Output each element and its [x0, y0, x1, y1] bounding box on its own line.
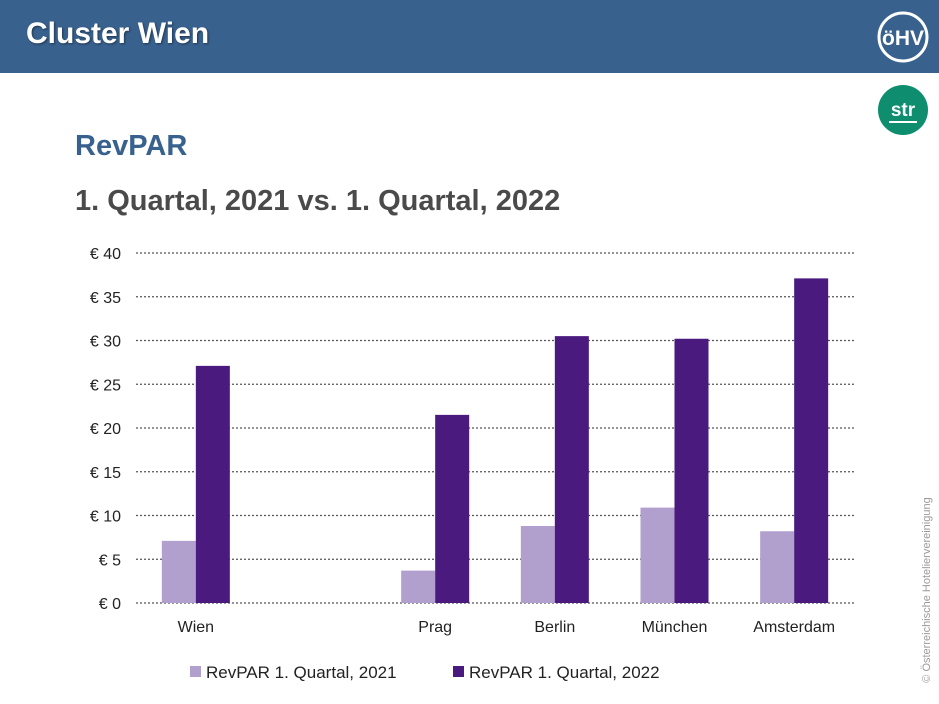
x-tick-label: Wien [178, 619, 214, 636]
ohv-logo-text: öHV [882, 27, 924, 50]
bar-2021-Amsterdam [760, 531, 795, 603]
legend-swatch [190, 666, 201, 677]
x-tick-label: München [642, 619, 708, 636]
chart-bars [161, 278, 829, 603]
y-tick-label: € 35 [90, 290, 121, 307]
y-tick-label: € 30 [90, 334, 121, 351]
ohv-logo: öHV [877, 11, 929, 63]
legend-label: RevPAR 1. Quartal, 2022 [469, 663, 660, 682]
chart-legend: RevPAR 1. Quartal, 2021 RevPAR 1. Quartal… [190, 663, 660, 682]
x-tick-label: Prag [418, 619, 452, 636]
bar-2021-Prag [401, 570, 436, 603]
y-tick-label: € 15 [90, 465, 121, 482]
bar-2021-München [640, 507, 675, 603]
header-bar: Cluster Wien [0, 0, 939, 73]
bar-2022-Prag [435, 414, 470, 603]
bar-2022-Berlin [554, 336, 589, 603]
x-tick-label: Berlin [534, 619, 575, 636]
bar-2022-Wien [195, 365, 230, 603]
str-logo-text: str [891, 100, 916, 121]
bar-2021-Wien [161, 540, 196, 603]
y-tick-label: € 25 [90, 377, 121, 394]
page-title: Cluster Wien [26, 17, 210, 50]
y-tick-label: € 10 [90, 509, 121, 526]
chart-heading: RevPAR [75, 130, 188, 162]
chart-subheading: 1. Quartal, 2021 vs. 1. Quartal, 2022 [75, 185, 561, 217]
x-axis-ticks: Wien Prag Berlin München Amsterdam [178, 619, 835, 636]
y-axis-ticks: € 0 € 5 € 10 € 15 € 20 € 25 € 30 € 35 € 40 [90, 246, 121, 613]
y-tick-label: € 5 [99, 552, 121, 569]
bar-2022-Amsterdam [794, 278, 829, 603]
bar-2022-München [674, 338, 709, 603]
y-tick-label: € 20 [90, 421, 121, 438]
copyright-notice: © Österreichische Hoteliervereinigung [921, 497, 933, 683]
y-tick-label: € 0 [99, 596, 121, 613]
legend-swatch [453, 666, 464, 677]
y-tick-label: € 40 [90, 246, 121, 263]
legend-label: RevPAR 1. Quartal, 2021 [206, 663, 397, 682]
x-tick-label: Amsterdam [753, 619, 835, 636]
bar-2021-Berlin [520, 526, 555, 603]
chart-gridlines [136, 252, 854, 604]
str-logo: str [878, 85, 928, 135]
